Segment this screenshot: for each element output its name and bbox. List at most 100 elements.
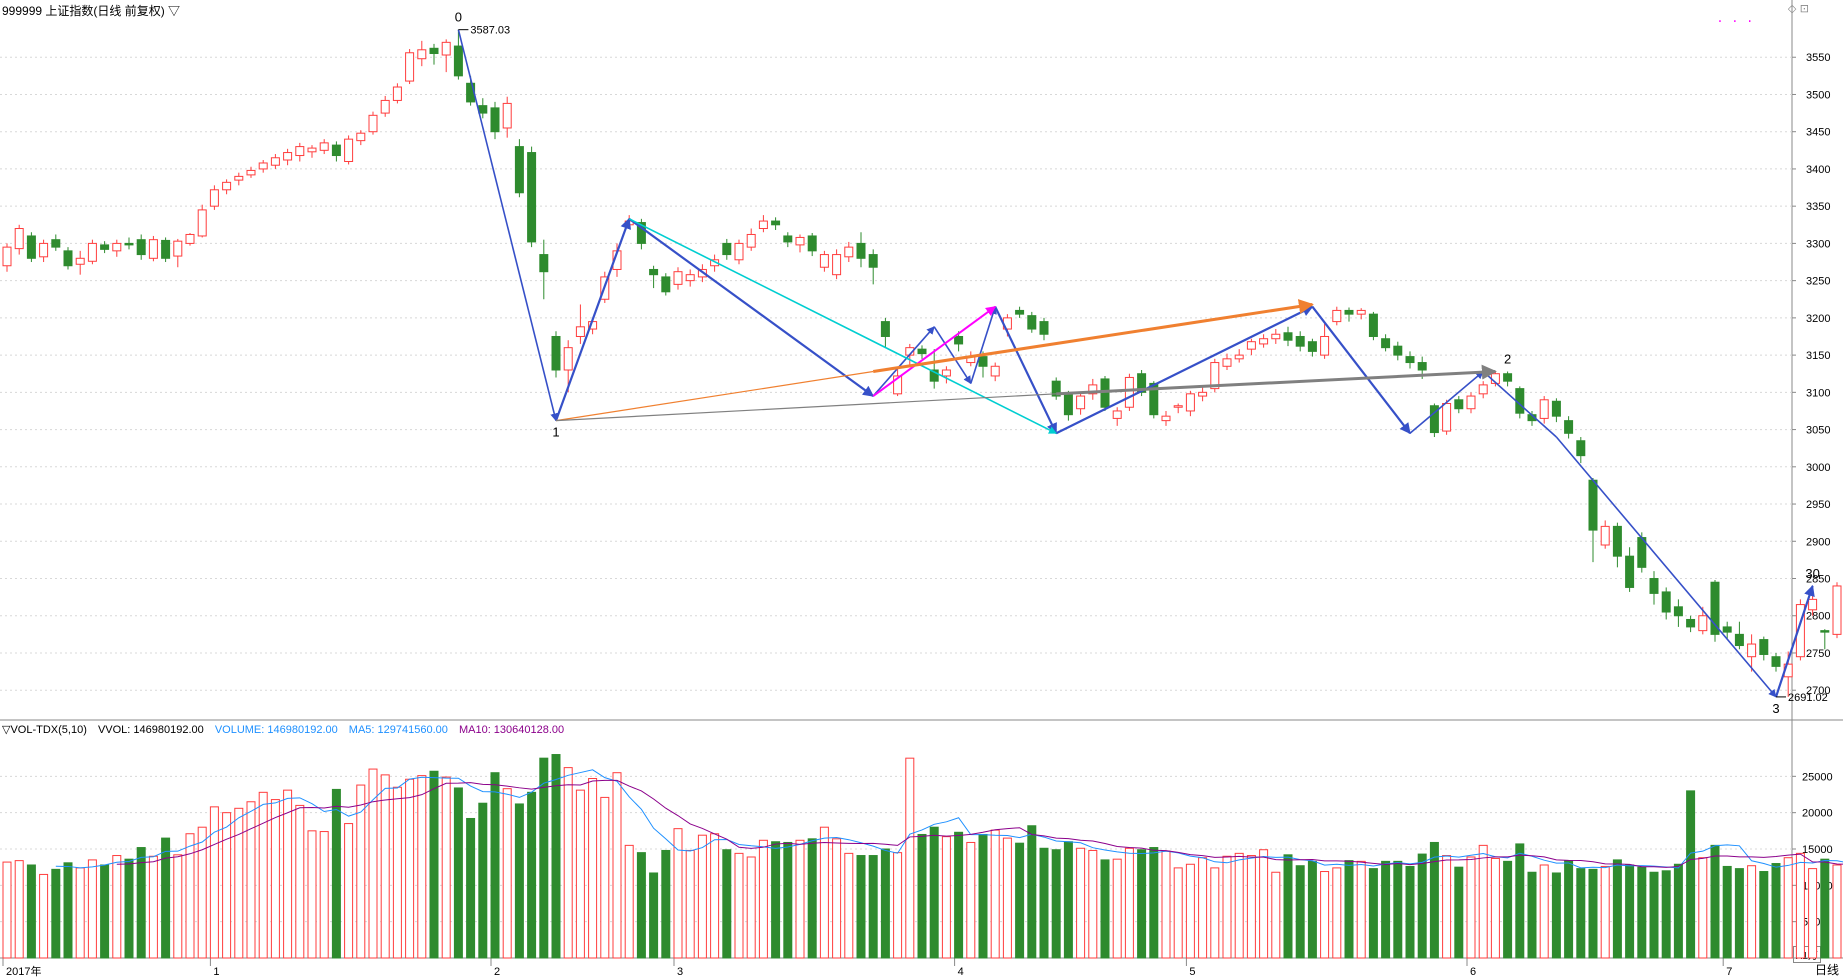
- volume-bar[interactable]: [1307, 860, 1317, 959]
- volume-bar[interactable]: [1515, 843, 1525, 959]
- volume-bar[interactable]: [1686, 790, 1696, 959]
- candle-body[interactable]: [368, 114, 378, 133]
- volume-bar[interactable]: [893, 852, 903, 959]
- volume-bar[interactable]: [1673, 863, 1683, 959]
- volume-bar[interactable]: [880, 848, 890, 959]
- volume-bar[interactable]: [1137, 849, 1147, 959]
- volume-bar[interactable]: [270, 799, 280, 959]
- volume-bar[interactable]: [966, 841, 976, 959]
- trendline-cyan[interactable]: [628, 218, 1057, 435]
- candle-body[interactable]: [136, 239, 146, 256]
- trendline-arrow[interactable]: [457, 29, 559, 422]
- volume-bar[interactable]: [331, 788, 341, 959]
- candle-body[interactable]: [1332, 309, 1342, 323]
- candle-body[interactable]: [1173, 405, 1183, 408]
- more-options-icon[interactable]: · · ·: [1717, 14, 1755, 30]
- volume-bar[interactable]: [551, 754, 561, 959]
- volume-bar[interactable]: [1612, 859, 1622, 959]
- volume-bar[interactable]: [905, 757, 915, 959]
- volume-bar[interactable]: [771, 841, 781, 959]
- candle-body[interactable]: [1076, 395, 1086, 410]
- volume-bar[interactable]: [1808, 868, 1818, 959]
- volume-bar[interactable]: [1368, 868, 1378, 959]
- volume-bar[interactable]: [746, 856, 756, 959]
- volume-bar[interactable]: [575, 789, 585, 959]
- trendline-magenta[interactable]: [872, 305, 997, 397]
- volume-bar[interactable]: [209, 806, 219, 959]
- volume-bar[interactable]: [246, 801, 256, 959]
- volume-bar[interactable]: [758, 839, 768, 959]
- candle-body[interactable]: [685, 274, 695, 282]
- candle-body[interactable]: [1088, 384, 1098, 395]
- candle-body[interactable]: [1222, 358, 1232, 367]
- candle-body[interactable]: [1393, 345, 1403, 356]
- candle-body[interactable]: [502, 102, 512, 129]
- volume-bar[interactable]: [1100, 859, 1110, 959]
- volume-bar[interactable]: [832, 838, 842, 959]
- candle-body[interactable]: [51, 239, 61, 248]
- trendline-arrow[interactable]: [872, 326, 935, 397]
- candle-body[interactable]: [539, 254, 549, 273]
- volume-bar[interactable]: [1442, 855, 1452, 959]
- volume-bar[interactable]: [344, 823, 354, 959]
- candle-body[interactable]: [1246, 341, 1256, 350]
- volume-bar[interactable]: [1734, 868, 1744, 959]
- candle-body[interactable]: [1307, 341, 1317, 352]
- volume-bar[interactable]: [819, 826, 829, 959]
- volume-bar[interactable]: [148, 855, 158, 959]
- volume-bar[interactable]: [1076, 847, 1086, 959]
- candle-body[interactable]: [1381, 338, 1391, 349]
- candle-body[interactable]: [795, 236, 805, 246]
- candle-body[interactable]: [917, 348, 927, 355]
- trendline-arrow[interactable]: [1774, 584, 1815, 698]
- volume-bar[interactable]: [1783, 857, 1793, 959]
- volume-bar[interactable]: [624, 844, 634, 959]
- candle-body[interactable]: [941, 369, 951, 377]
- volume-bar[interactable]: [563, 767, 573, 959]
- candle-body[interactable]: [417, 49, 427, 60]
- volume-bar[interactable]: [1063, 841, 1073, 959]
- trendline-arrow[interactable]: [970, 305, 997, 384]
- candle-body[interactable]: [392, 86, 402, 101]
- candle-body[interactable]: [1051, 380, 1061, 397]
- volume-bar[interactable]: [75, 867, 85, 959]
- candle-body[interactable]: [551, 335, 561, 371]
- volume-bar[interactable]: [649, 872, 659, 959]
- candle-body[interactable]: [222, 181, 232, 191]
- volume-bar[interactable]: [1576, 868, 1586, 959]
- candle-body[interactable]: [1039, 321, 1049, 335]
- volume-bar[interactable]: [100, 864, 110, 959]
- candle-body[interactable]: [1417, 362, 1427, 371]
- trendline-arrow[interactable]: [554, 217, 631, 422]
- volume-bar[interactable]: [1381, 860, 1391, 959]
- candle-body[interactable]: [1271, 333, 1281, 340]
- candle-body[interactable]: [1137, 373, 1147, 393]
- volume-bar[interactable]: [1039, 847, 1049, 959]
- volume-bar[interactable]: [697, 834, 707, 959]
- candle-body[interactable]: [39, 242, 49, 258]
- candle-body[interactable]: [1673, 606, 1683, 617]
- candle-body[interactable]: [148, 239, 158, 259]
- volume-bar[interactable]: [1637, 866, 1647, 959]
- candle-body[interactable]: [1100, 378, 1110, 408]
- volume-bar[interactable]: [1210, 867, 1220, 959]
- candle-body[interactable]: [1466, 395, 1476, 410]
- candle-body[interactable]: [1124, 376, 1134, 408]
- candle-body[interactable]: [868, 254, 878, 268]
- volume-bar[interactable]: [197, 826, 207, 959]
- candle-body[interactable]: [758, 220, 768, 230]
- volume-bar[interactable]: [63, 862, 73, 959]
- trendline-gray[interactable]: [1056, 364, 1497, 396]
- volume-bar[interactable]: [319, 831, 329, 959]
- candle-body[interactable]: [1820, 630, 1830, 633]
- candle-body[interactable]: [1625, 555, 1635, 588]
- volume-bar[interactable]: [222, 812, 232, 959]
- candle-body[interactable]: [527, 152, 537, 243]
- candle-body[interactable]: [307, 147, 317, 153]
- candle-body[interactable]: [722, 242, 732, 256]
- volume-bar[interactable]: [1429, 841, 1439, 959]
- volume-bar[interactable]: [1088, 849, 1098, 959]
- candle-body[interactable]: [197, 209, 207, 237]
- trendline-arrow[interactable]: [1555, 436, 1777, 698]
